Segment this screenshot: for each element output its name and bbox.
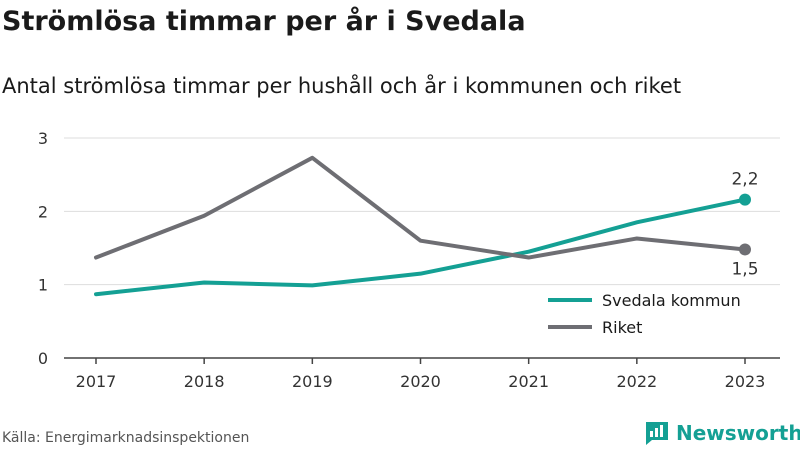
x-tick-label: 2020 (400, 372, 441, 391)
y-tick-label: 2 (38, 202, 48, 221)
legend-label-riket: Riket (602, 318, 642, 337)
x-tick-label: 2018 (184, 372, 225, 391)
gridlines (64, 137, 780, 286)
bar-chart-logo-icon (646, 422, 668, 445)
x-tick-label: 2017 (76, 372, 117, 391)
end-value-label: 2,2 (731, 170, 758, 190)
data-labels: 2,2 1,5 (731, 170, 758, 280)
brand-logo: Newsworthy (644, 420, 800, 446)
x-tick-label: 2021 (508, 372, 549, 391)
brand-name: Newsworthy (676, 421, 800, 445)
end-value-label: 1,5 (731, 259, 758, 279)
chart-subtitle: Antal strömlösa timmar per hushåll och å… (2, 74, 682, 98)
axes: 0 1 2 3 2017 2018 2019 2020 2021 2022 2023 (38, 129, 780, 391)
series-line-riket (94, 155, 747, 260)
end-point-marker (739, 193, 751, 206)
source-note: Källa: Energimarknadsinspektionen (2, 430, 250, 446)
series-line-svedala (94, 197, 747, 297)
x-tick-label: 2023 (725, 372, 766, 391)
y-tick-label: 0 (38, 349, 48, 368)
legend: Svedala kommun Riket (548, 291, 741, 337)
y-tick-label: 3 (38, 129, 48, 148)
x-tick-label: 2022 (616, 372, 657, 391)
end-point-marker (739, 243, 751, 256)
y-tick-label: 1 (38, 276, 48, 295)
chart-title: Strömlösa timmar per år i Svedala (2, 6, 526, 37)
series (94, 155, 751, 297)
x-tick-label: 2019 (292, 372, 333, 391)
legend-label-svedala: Svedala kommun (602, 291, 741, 310)
